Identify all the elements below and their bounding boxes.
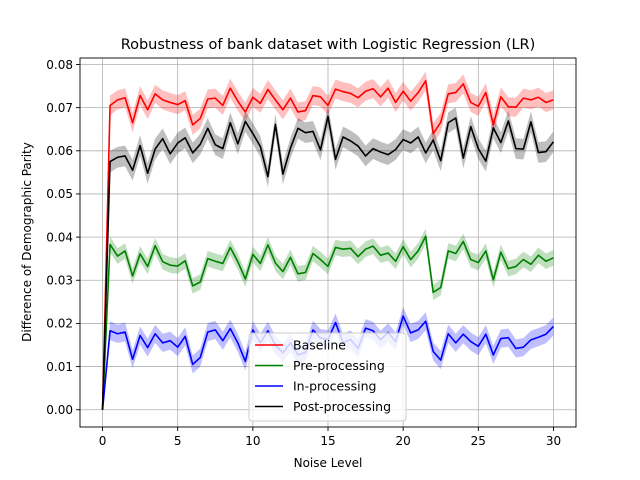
y-tick-label: 0.08	[46, 58, 73, 72]
x-axis-label: Noise Level	[294, 456, 363, 470]
x-tick-label: 5	[174, 434, 182, 448]
series-lines	[101, 80, 555, 410]
x-tick-label: 30	[546, 434, 561, 448]
y-tick-label: 0.00	[46, 403, 73, 417]
legend-box	[248, 332, 407, 422]
legend-label: Pre-processing	[293, 358, 385, 373]
band-baseline	[102, 71, 554, 410]
x-tick-label: 0	[99, 434, 107, 448]
grid	[80, 58, 576, 427]
y-tick-label: 0.06	[46, 144, 73, 158]
chart-title: Robustness of bank dataset with Logistic…	[121, 37, 536, 53]
y-tick-label: 0.04	[46, 230, 73, 244]
x-tick-label: 20	[396, 434, 411, 448]
y-tick-label: 0.05	[46, 187, 73, 201]
x-tick-label: 10	[245, 434, 260, 448]
band-in-processing	[102, 307, 554, 410]
series-line-pre-processing	[101, 235, 554, 410]
legend-label: Post-processing	[293, 399, 391, 414]
legend-label: In-processing	[293, 379, 376, 394]
y-tick-label: 0.01	[46, 360, 73, 374]
x-tick-label: 15	[320, 434, 335, 448]
y-tick-label: 0.07	[46, 101, 73, 115]
legend: Baseline Pre-processing In-processing Post-…	[248, 332, 407, 422]
y-axis-label: Difference of Demographic Parity	[20, 142, 34, 342]
x-tick-label: 25	[471, 434, 486, 448]
series-line-post-processing	[101, 115, 555, 410]
legend-label: Baseline	[293, 338, 346, 353]
x-axis: 0 5 10 15 20 25 30	[99, 427, 561, 448]
y-axis: 0.00 0.01 0.02 0.03 0.04 0.05 0.06 0.07 0.08	[46, 58, 80, 417]
y-tick-label: 0.02	[46, 317, 73, 331]
series-line-baseline	[101, 80, 554, 410]
y-tick-label: 0.03	[46, 274, 73, 288]
